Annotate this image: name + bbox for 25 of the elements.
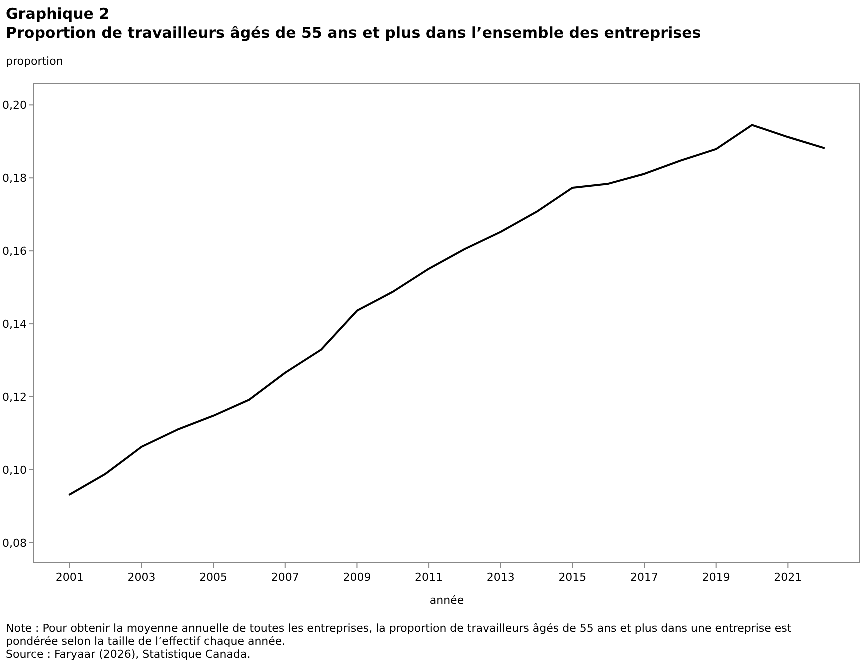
- line-series: [68, 124, 826, 496]
- text: Note : Pour obtenir la moyenne annuelle de toutes les entreprises, la proportion de travailleurs âgés de 55 ans et plus dans une entreprise est pondérée selon la taille de l’effectif chaque année.: [6, 622, 792, 648]
- x-tick-label: 2017: [630, 571, 659, 584]
- y-axis-title: proportion: [6, 55, 64, 68]
- x-tick-label: 2003: [128, 571, 156, 584]
- x-tick-label: 2001: [56, 571, 84, 584]
- x-tick-label: 2009: [343, 571, 372, 584]
- y-tick-label: 0,14: [2, 318, 27, 331]
- x-tick-label: 2013: [486, 571, 515, 584]
- x-tick-label: 2007: [271, 571, 300, 584]
- chart-subtitle: Proportion de travailleurs âgés de 55 ans et plus dans l’ensemble des entreprises: [6, 24, 702, 42]
- x-tick-label: 2011: [415, 571, 444, 584]
- y-tick-label: 0,20: [2, 99, 27, 112]
- x-tick-label: 2021: [774, 571, 802, 584]
- source-note: Source : Faryaar (2026), Statistique Canada.: [6, 648, 251, 661]
- x-tick-label: 2015: [558, 571, 587, 584]
- y-tick-label: 0,08: [2, 536, 27, 550]
- x-axis-title: année: [430, 594, 464, 607]
- x-tick-label: 2019: [702, 571, 730, 584]
- y-tick-label: 0,16: [2, 244, 27, 258]
- x-tick-label: 2005: [200, 571, 228, 584]
- y-tick-label: 0,18: [2, 172, 27, 185]
- chart-title: Graphique 2: [6, 5, 110, 23]
- y-tick-label: 0,12: [2, 390, 27, 404]
- y-tick-label: 0,10: [2, 464, 27, 477]
